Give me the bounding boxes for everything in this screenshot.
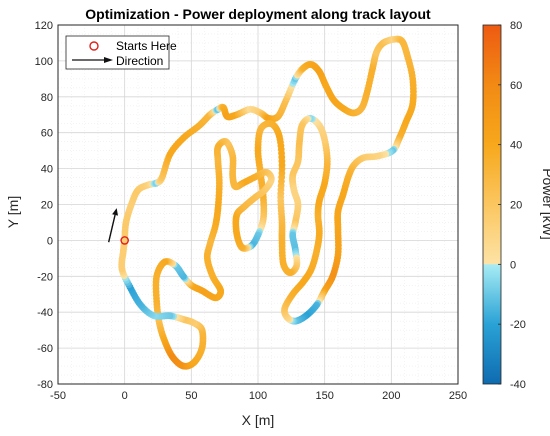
colorbar-tick-label: 0 — [510, 259, 516, 271]
colorbar-tick-label: 20 — [510, 200, 522, 212]
colorbar-tick-label: -20 — [510, 319, 526, 331]
y-tick-label: 60 — [41, 128, 53, 140]
legend-marker-start — [89, 41, 99, 51]
legend-label-direction: Direction — [116, 54, 163, 68]
legend: Starts Here Direction — [65, 35, 177, 70]
y-tick-label: 80 — [41, 92, 53, 104]
y-tick-label: -20 — [37, 271, 53, 283]
colorbar-tick-label: -40 — [510, 379, 526, 391]
legend-box — [65, 35, 170, 70]
y-tick-label: -80 — [37, 379, 53, 391]
x-tick-label: 0 — [122, 390, 128, 402]
y-tick-label: 120 — [35, 20, 53, 32]
y-tick-label: 0 — [47, 235, 53, 247]
direction-arrow — [107, 208, 118, 243]
track-layer — [118, 35, 417, 370]
x-tick-labels: -50 0 50 100 150 200 250 — [50, 390, 467, 402]
colorbar: -40 -20 0 20 40 60 80 Power [kW] — [482, 20, 550, 391]
x-axis-label: X [m] — [242, 412, 275, 428]
x-tick-label: 200 — [382, 390, 400, 402]
colorbar-tick-label: 80 — [510, 20, 522, 32]
y-axis-label: Y [m] — [5, 196, 21, 228]
colorbar-tick-label: 40 — [510, 140, 522, 152]
direction-arrow-head — [112, 208, 118, 216]
y-tick-labels: -80 -60 -40 -20 0 20 40 60 80 100 120 — [35, 20, 53, 391]
x-tick-label: -50 — [50, 390, 66, 402]
y-tick-label: 20 — [41, 200, 53, 212]
y-tick-label: 40 — [41, 164, 53, 176]
plot-frame — [57, 24, 459, 385]
x-tick-label: 150 — [315, 390, 333, 402]
y-tick-label: -60 — [37, 343, 53, 355]
legend-marker-arrow-head — [104, 57, 113, 63]
chart-title: Optimization - Power deployment along tr… — [85, 6, 431, 22]
direction-arrow-shaft — [107, 214, 116, 243]
y-tick-label: -40 — [37, 307, 53, 319]
y-tick-label: 100 — [35, 56, 53, 68]
x-tick-label: 50 — [185, 390, 197, 402]
colorbar-tick-label: 60 — [510, 80, 522, 92]
legend-label-start: Starts Here — [116, 39, 177, 53]
x-tick-label: 100 — [249, 390, 267, 402]
colorbar-label: Power [kW] — [540, 168, 550, 240]
start-marker-group — [120, 236, 129, 245]
start-marker — [120, 236, 129, 245]
colorbar-tick-labels: -40 -20 0 20 40 60 80 — [498, 20, 526, 391]
x-tick-label: 250 — [449, 390, 467, 402]
